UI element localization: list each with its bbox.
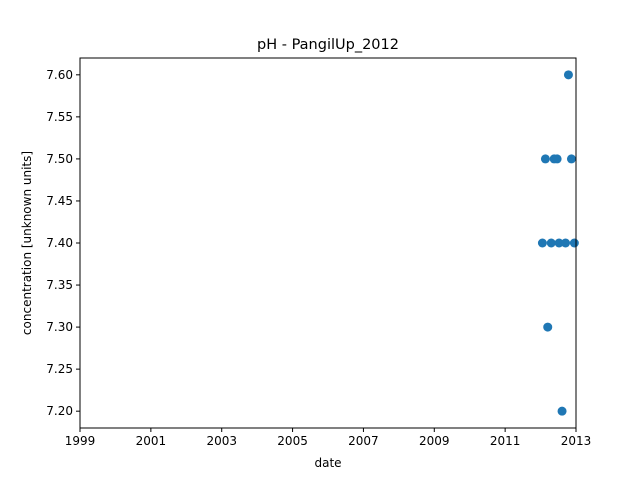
data-point xyxy=(566,154,576,164)
plot-frame xyxy=(79,57,577,429)
x-tick-label: 2011 xyxy=(490,434,521,448)
x-axis-label: date xyxy=(314,456,341,470)
y-tick-label: 7.25 xyxy=(46,362,73,376)
data-point xyxy=(543,322,553,332)
data-point xyxy=(546,238,556,248)
x-tick-label: 2005 xyxy=(277,434,308,448)
x-tick-label: 2007 xyxy=(348,434,379,448)
data-point xyxy=(569,238,579,248)
x-tick-label: 2013 xyxy=(561,434,592,448)
y-tick-label: 7.55 xyxy=(46,110,73,124)
data-point xyxy=(540,154,550,164)
data-points xyxy=(537,70,579,416)
x-tick-label: 2003 xyxy=(206,434,237,448)
data-point xyxy=(554,238,564,248)
data-point xyxy=(561,238,571,248)
x-axis: 1999 2001 2003 2005 2007 2009 2011 2013 xyxy=(65,428,592,448)
chart-title: pH - PangilUp_2012 xyxy=(257,37,399,53)
y-tick-label: 7.30 xyxy=(46,320,73,334)
y-tick-label: 7.45 xyxy=(46,194,73,208)
data-point xyxy=(563,70,573,80)
x-tick-label: 1999 xyxy=(65,434,96,448)
data-point xyxy=(557,406,567,416)
y-axis: 7.20 7.25 7.30 7.35 7.40 7.45 7.50 7.55 7.60 xyxy=(46,68,80,418)
y-tick-label: 7.35 xyxy=(46,278,73,292)
x-tick-label: 2009 xyxy=(419,434,450,448)
y-tick-label: 7.50 xyxy=(46,152,73,166)
data-point xyxy=(552,154,562,164)
y-tick-label: 7.60 xyxy=(46,68,73,82)
x-tick-label: 2001 xyxy=(136,434,167,448)
y-tick-label: 7.20 xyxy=(46,404,73,418)
data-point xyxy=(537,238,547,248)
y-axis-label: concentration [unknown units] xyxy=(20,151,34,335)
y-tick-label: 7.40 xyxy=(46,236,73,250)
